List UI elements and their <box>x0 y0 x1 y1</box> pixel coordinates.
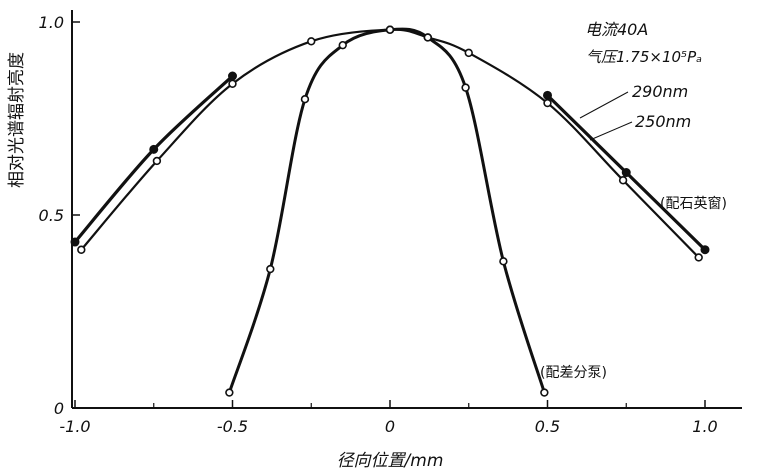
line-250nm <box>80 28 700 259</box>
x-tick-label: 1.0 <box>692 417 717 436</box>
axes <box>71 10 742 409</box>
point-250nm <box>307 37 316 46</box>
point-diff-pump <box>300 94 310 104</box>
point-diff-pump <box>540 388 549 397</box>
x-axis-label: 径向位置/mm <box>337 451 444 471</box>
point-250nm <box>543 98 552 108</box>
annotation-quartz-window: (配石英窗) <box>660 195 727 212</box>
series-lines <box>73 27 707 394</box>
x-tick-label: -1.0 <box>59 417 90 436</box>
point-diff-pump <box>338 40 347 50</box>
point-diff-pump <box>423 33 432 42</box>
x-tick-label: 0.5 <box>535 417 560 436</box>
point-250nm <box>152 156 162 166</box>
point-290nm <box>228 71 237 81</box>
point-290nm <box>700 245 710 255</box>
point-290nm <box>70 237 80 247</box>
point-250nm <box>228 79 237 88</box>
tick-marks: -1.0 -0.5 0 0.5 1.0 0 0.5 1.0 <box>39 13 718 436</box>
leader-250nm <box>589 121 633 141</box>
point-250nm <box>77 245 86 254</box>
chart-labels: 相对光谱辐射亮度 径向位置/mm 电流40A 气压1.75×10⁵Pₐ 290n… <box>7 20 727 471</box>
y-tick-label: 1.0 <box>39 13 64 32</box>
condition-current: 电流40A <box>585 20 648 39</box>
y-tick-label: 0 <box>54 399 64 418</box>
point-250nm <box>694 253 703 262</box>
point-diff-pump <box>266 264 275 274</box>
leader-290nm <box>579 91 629 119</box>
point-diff-pump <box>385 25 395 34</box>
point-diff-pump <box>499 257 508 266</box>
condition-pressure: 气压1.75×10⁵Pₐ <box>586 48 702 66</box>
annotation-diff-pump: (配差分泵) <box>540 365 607 381</box>
point-250nm <box>464 48 473 58</box>
point-diff-pump <box>461 83 470 92</box>
series-label-290nm: 290nm <box>632 82 688 101</box>
line-diff-pump <box>227 27 546 394</box>
x-tick-label: -0.5 <box>217 417 248 436</box>
y-axis-label: 相对光谱辐射亮度 <box>7 52 27 188</box>
series-label-250nm: 250nm <box>635 112 691 131</box>
x-tick-label: 0 <box>385 417 395 436</box>
y-tick-label: 0.5 <box>39 206 64 225</box>
point-290nm <box>149 144 159 154</box>
point-250nm <box>618 176 628 185</box>
point-290nm <box>543 90 552 100</box>
data-points <box>70 25 710 397</box>
point-diff-pump <box>225 388 234 397</box>
point-290nm <box>621 168 631 178</box>
